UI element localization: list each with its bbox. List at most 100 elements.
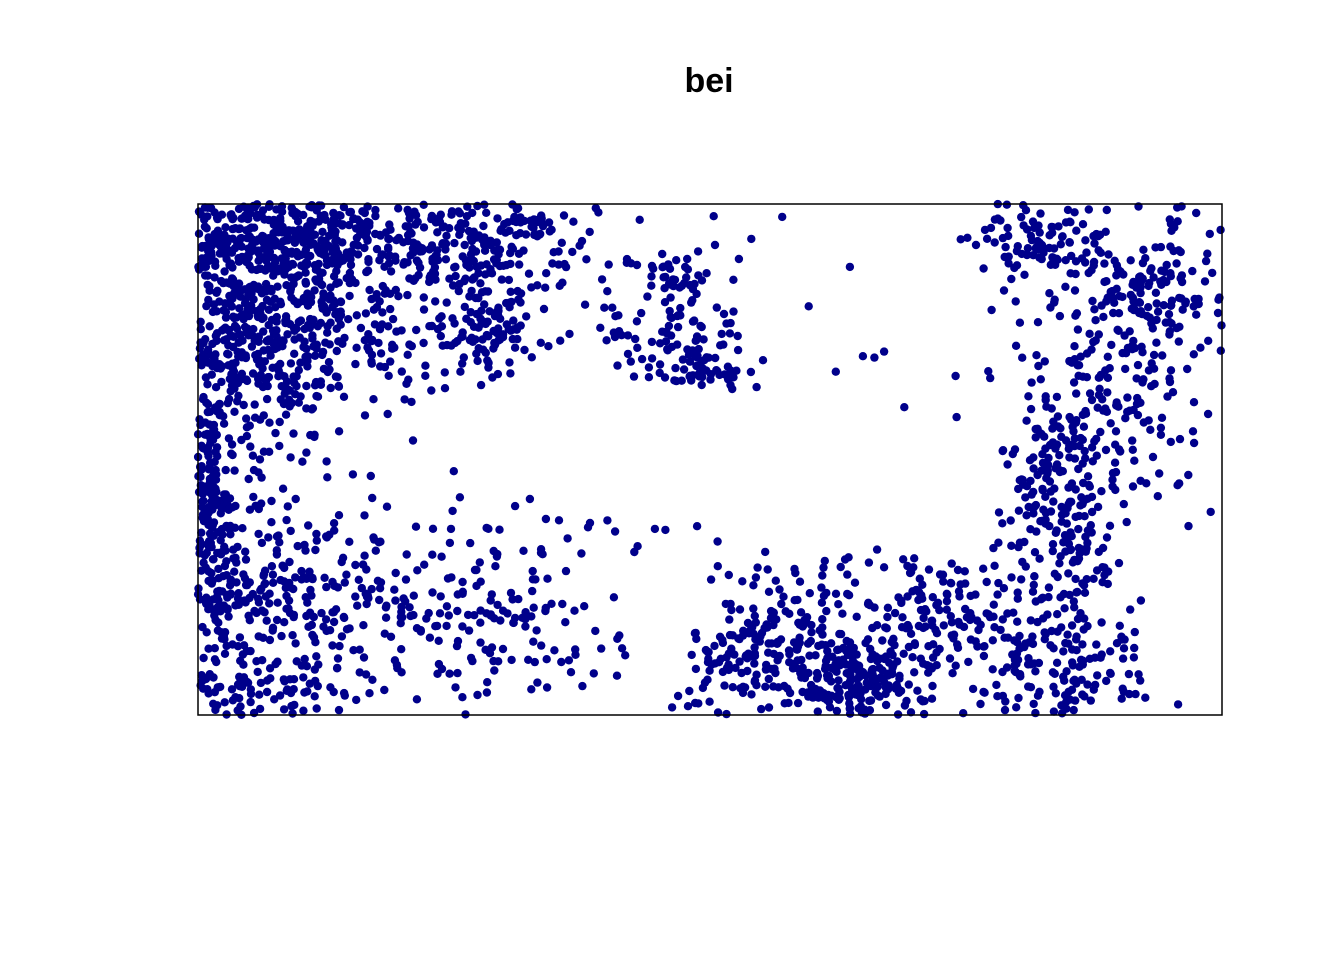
data-point-2131 [852, 612, 861, 621]
data-point-2851 [1203, 249, 1212, 258]
data-point-2309 [875, 692, 884, 701]
data-point-3087 [1044, 583, 1054, 592]
data-point-808 [273, 267, 282, 276]
data-point-1741 [529, 603, 538, 612]
data-point-2466 [923, 661, 932, 670]
data-point-2359 [845, 703, 855, 713]
data-point-3025 [1103, 388, 1112, 397]
data-point-1977 [670, 376, 679, 385]
data-point-3259 [951, 371, 960, 381]
data-point-2028 [795, 577, 805, 586]
data-point-3301 [476, 380, 486, 390]
data-point-3038 [1070, 434, 1080, 443]
data-point-920 [331, 243, 340, 252]
data-point-1294 [205, 458, 215, 468]
data-point-76 [334, 427, 344, 436]
data-point-360 [239, 310, 249, 319]
data-point-2485 [903, 561, 912, 571]
data-point-1948 [655, 360, 665, 369]
data-point-566 [259, 313, 268, 322]
data-point-3278 [661, 525, 670, 535]
data-point-1621 [371, 546, 380, 555]
data-point-1379 [211, 475, 221, 484]
data-point-1796 [527, 685, 536, 694]
data-point-1031 [419, 223, 429, 232]
data-point-1734 [451, 683, 460, 692]
data-point-1955 [623, 331, 633, 340]
data-point-378 [289, 429, 298, 438]
data-point-2035 [814, 641, 823, 651]
data-point-2126 [739, 626, 748, 635]
data-point-1844 [313, 681, 322, 691]
observation-window [197, 203, 1223, 716]
data-point-3272 [750, 649, 759, 658]
data-point-3297 [864, 598, 873, 607]
data-point-2007 [690, 316, 699, 325]
data-point-1875 [702, 269, 711, 278]
data-point-1578 [306, 585, 315, 595]
data-point-557 [229, 332, 238, 341]
data-point-1477 [255, 704, 265, 714]
data-point-2337 [919, 709, 929, 719]
data-point-3128 [1049, 707, 1059, 716]
data-point-276 [276, 395, 285, 404]
data-point-2481 [953, 640, 962, 649]
data-point-625 [388, 344, 397, 353]
data-point-540 [235, 304, 244, 313]
data-point-1813 [297, 661, 306, 670]
data-point-3376 [525, 494, 535, 504]
data-point-1617 [359, 621, 368, 630]
data-point-1727 [386, 632, 396, 641]
data-point-1310 [204, 644, 213, 653]
data-point-1549 [280, 618, 289, 627]
data-point-3216 [1057, 709, 1067, 718]
data-point-871 [319, 242, 329, 251]
data-point-1683 [470, 611, 479, 620]
data-point-2666 [1007, 541, 1016, 550]
data-point-2756 [1019, 221, 1028, 230]
data-point-1716 [390, 656, 400, 665]
data-point-440 [271, 428, 280, 438]
data-point-851 [273, 221, 283, 230]
data-point-1188 [372, 302, 382, 312]
data-point-2925 [1011, 341, 1021, 350]
data-point-3264 [898, 613, 907, 622]
data-point-3347 [650, 524, 660, 534]
data-point-2409 [959, 709, 968, 718]
data-point-1092 [442, 231, 451, 240]
data-point-2928 [1167, 301, 1176, 310]
data-point-531 [318, 350, 327, 360]
data-point-267 [400, 395, 409, 404]
data-point-2745 [998, 233, 1008, 243]
data-point-506 [212, 329, 222, 338]
data-point-3248 [1023, 682, 1033, 691]
data-point-1883 [709, 212, 718, 221]
data-point-2759 [990, 215, 1000, 224]
data-point-1961 [679, 365, 689, 374]
data-point-3044 [1153, 492, 1163, 501]
data-point-163 [211, 383, 221, 392]
data-point-2032 [724, 570, 733, 580]
data-point-1181 [490, 311, 500, 321]
data-point-2375 [791, 639, 801, 648]
data-point-3395 [831, 367, 840, 376]
data-point-1032 [427, 211, 437, 221]
data-point-552 [263, 337, 272, 346]
data-point-2001 [692, 336, 701, 345]
data-point-833 [258, 206, 268, 215]
data-point-2391 [954, 587, 964, 596]
data-point-2173 [750, 643, 759, 652]
data-point-623 [238, 336, 247, 345]
data-point-733 [245, 224, 254, 234]
data-point-1811 [329, 687, 338, 697]
data-point-1377 [213, 452, 222, 461]
data-point-1007 [466, 250, 476, 259]
data-point-2882 [1138, 258, 1148, 268]
data-point-3234 [1119, 644, 1129, 653]
data-point-3139 [1072, 588, 1081, 597]
data-point-528 [405, 340, 414, 349]
data-point-603 [360, 336, 369, 345]
data-point-2137 [706, 575, 716, 584]
data-point-2153 [722, 709, 731, 719]
data-point-3316 [728, 384, 737, 394]
